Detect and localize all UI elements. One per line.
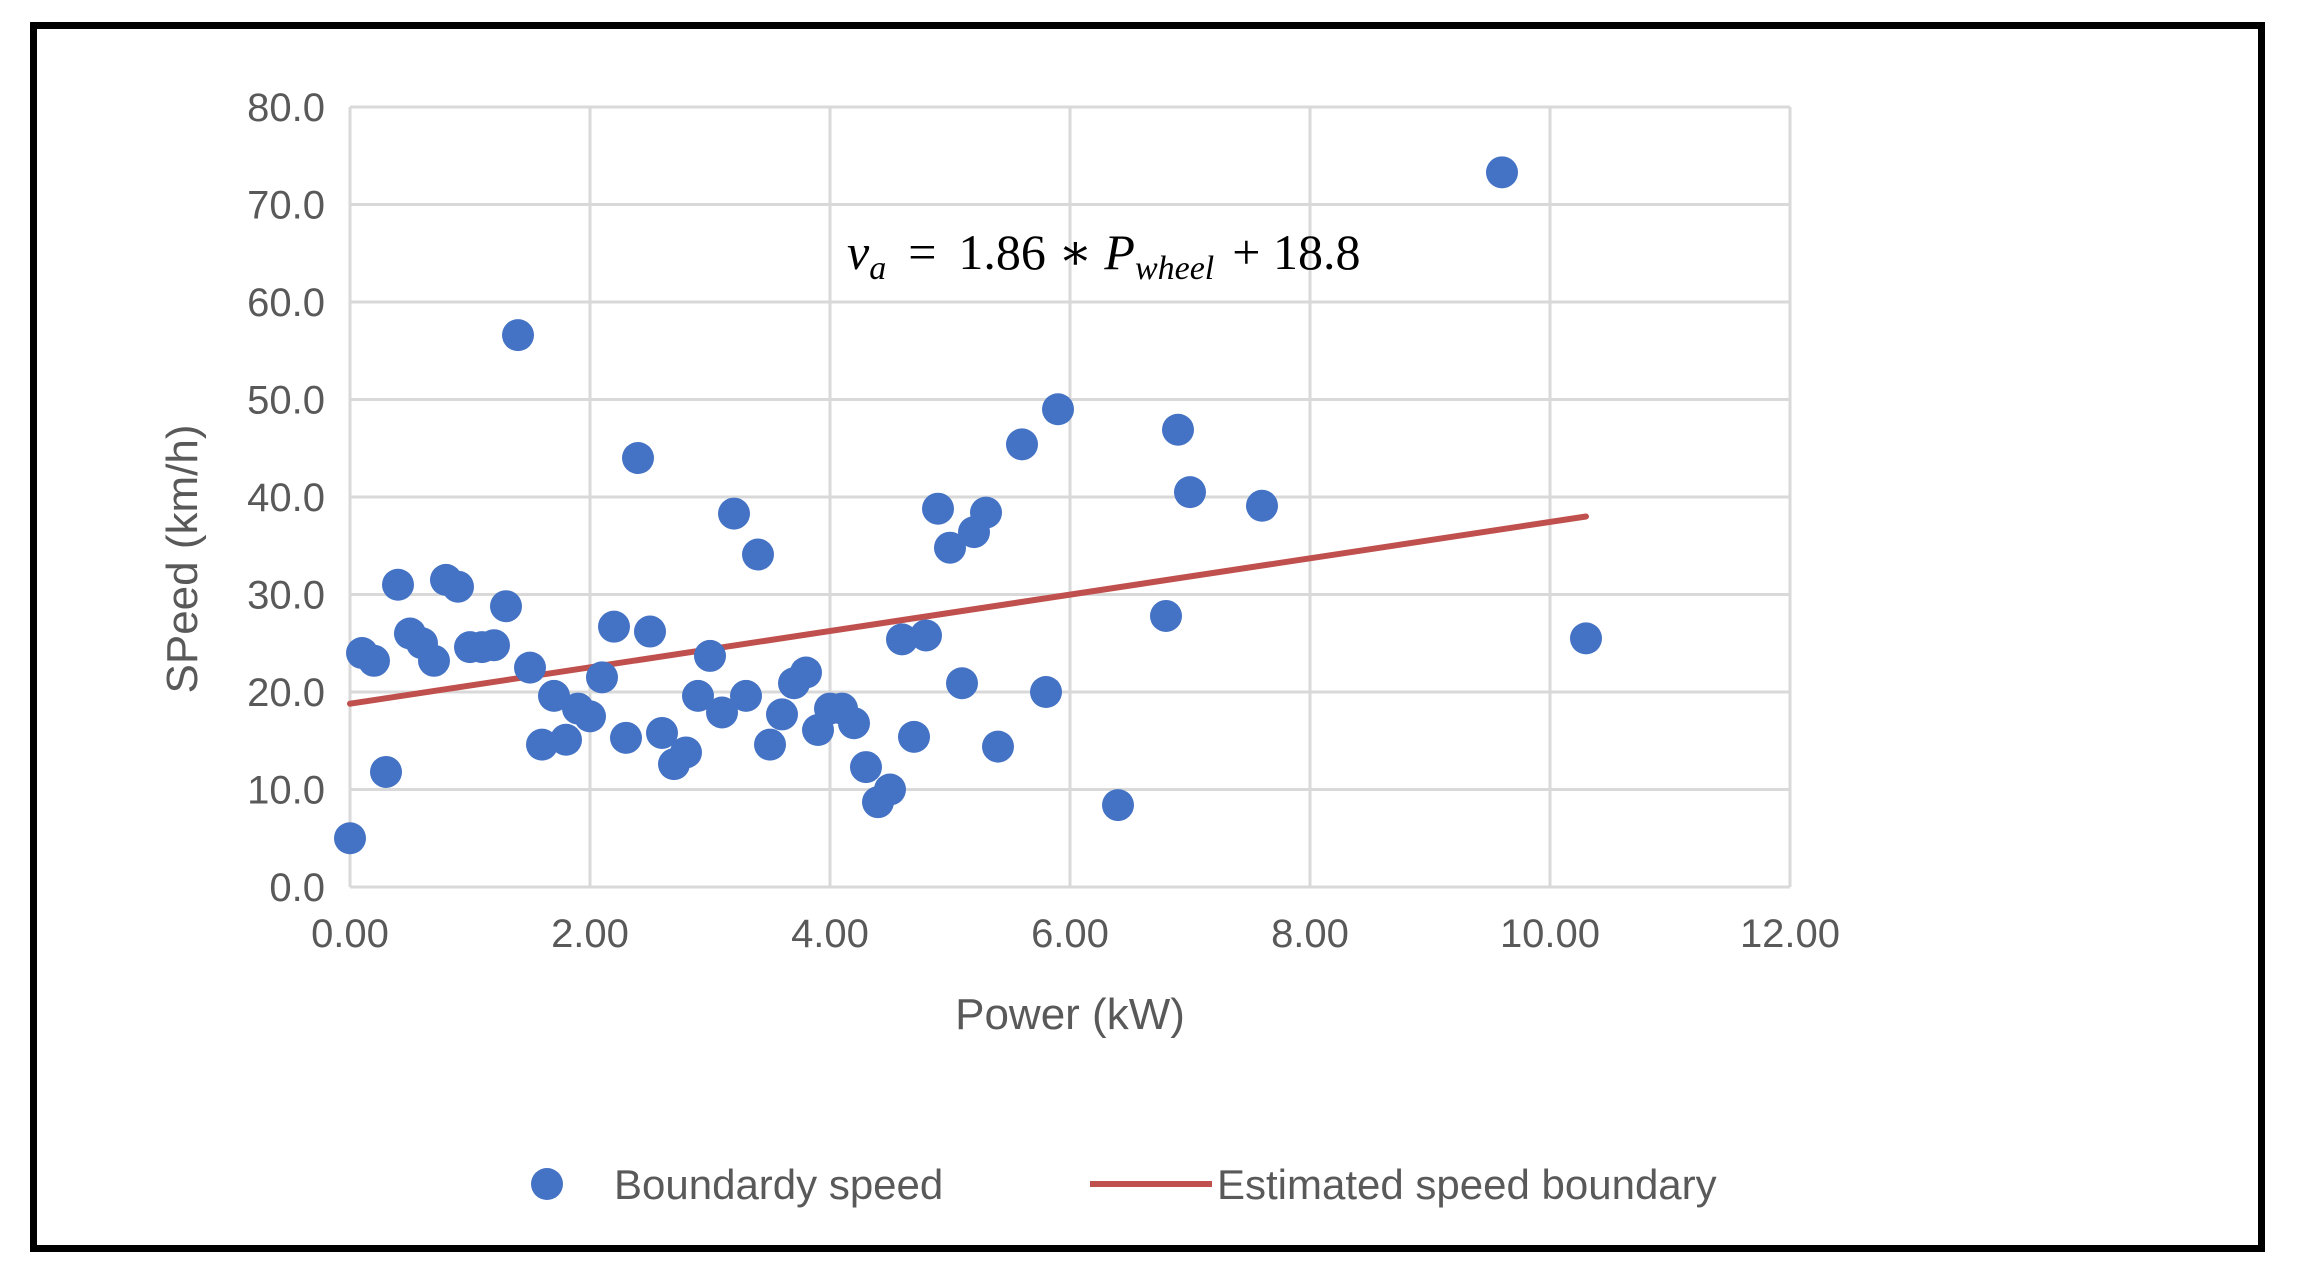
boundary-speed-point [1174,476,1206,509]
y-tick-label: 80.0 [247,86,325,130]
y-tick-labels: 0.0 10.0 20.0 30.0 40.0 50.0 60.0 70.0 80.0 [247,86,325,910]
boundary-speed-point [922,492,954,525]
boundary-speed-point [1570,622,1602,655]
chart-frame: 0.0 10.0 20.0 30.0 40.0 50.0 60.0 70.0 80.0 0.00… [30,22,2265,1252]
boundary-speed-point [934,531,966,564]
boundary-speed-point [718,497,750,530]
boundary-speed-point [706,696,738,729]
boundary-speed-point [1486,156,1518,189]
x-tick-label: 12.00 [1740,912,1840,956]
legend-label-estimated-boundary: Estimated speed boundary [1217,1161,1717,1208]
boundary-speed-point [910,619,942,652]
boundary-speed-point [598,610,630,643]
x-tick-label: 4.00 [791,912,869,956]
boundary-speed-point [586,661,618,694]
boundary-speed-point [898,720,930,753]
boundary-speed-point [682,679,714,712]
equation-variable: P [1103,224,1135,280]
boundary-speed-point [970,496,1002,529]
equation-lhs-subscript: a [869,250,886,287]
boundary-speed-point [502,319,534,352]
legend-label-boundary-speed: Boundardy speed [614,1161,943,1208]
x-tick-label: 8.00 [1271,912,1349,956]
boundary-speed-point [526,728,558,761]
x-axis-title: Power (kW) [955,990,1185,1039]
boundary-speed-point [694,639,726,672]
equation-equals: = [908,224,936,280]
x-tick-label: 2.00 [551,912,629,956]
boundary-speed-point [490,590,522,623]
boundary-speed-point [670,736,702,769]
equation-lhs-symbol: v [847,224,870,280]
boundary-speed-point [790,656,822,689]
boundary-speed-point [1006,428,1038,461]
boundary-speed-point [370,755,402,788]
boundary-speed-point [946,667,978,700]
boundary-speed-point [754,728,786,761]
boundary-speed-point [742,538,774,571]
boundary-speed-point [1030,676,1062,708]
boundary-speed-point [874,773,906,806]
boundary-speed-point [766,698,798,731]
boundary-speed-point [418,644,450,677]
boundary-speed-point [574,700,606,733]
legend: Boundardy speed Estimated speed boundary [531,1161,1717,1208]
boundary-speed-point [622,442,654,474]
trend-line-layer [347,513,1589,707]
boundary-speed-point [634,615,666,648]
legend-marker-boundary-speed [531,1168,563,1200]
regression-equation: va = 1.86 ∗ Pwheel + 18.8 [847,224,1360,287]
boundary-speed-point [538,679,570,712]
y-tick-label: 10.0 [247,769,325,813]
equation-variable-subscript: wheel [1135,250,1214,287]
equation-coefficient: 1.86 ∗ [958,224,1092,280]
chart-canvas: 0.0 10.0 20.0 30.0 40.0 50.0 60.0 70.0 80.0 0.00… [158,86,1840,1208]
boundary-speed-point [514,651,546,684]
boundary-speed-point [610,721,642,754]
y-tick-label: 50.0 [247,379,325,423]
boundary-speed-point [1162,413,1194,446]
equation-constant: + 18.8 [1232,224,1360,280]
boundary-speed-point [886,623,918,656]
y-tick-label: 30.0 [247,574,325,618]
boundary-speed-point [1150,599,1182,632]
boundary-speed-point [982,730,1014,763]
boundary-speed-point [838,707,870,740]
boundary-speed-point [358,644,390,677]
boundary-speed-point [646,716,678,749]
y-tick-label: 60.0 [247,281,325,325]
boundary-speed-point [478,629,510,662]
x-tick-label: 10.00 [1500,912,1600,956]
boundary-speed-point [730,679,762,712]
scatter-points [334,156,1602,855]
boundary-speed-point [1246,489,1278,522]
boundary-speed-point [1102,789,1134,822]
boundary-speed-point [334,822,366,855]
y-tick-label: 0.0 [269,866,325,910]
boundary-speed-point [382,568,414,601]
boundary-speed-point [442,570,474,603]
boundary-speed-point [550,723,582,756]
x-tick-label: 6.00 [1031,912,1109,956]
y-tick-label: 40.0 [247,476,325,520]
boundary-speed-point [1042,393,1074,426]
y-axis-title: SPeed (km/h) [158,425,207,694]
x-tick-labels: 0.00 2.00 4.00 6.00 8.00 10.00 12.00 [311,912,1840,956]
y-tick-label: 70.0 [247,184,325,228]
estimated-speed-boundary-line [347,513,1589,707]
x-tick-label: 0.00 [311,912,389,956]
y-tick-label: 20.0 [247,671,325,715]
boundary-speed-point [850,751,882,784]
